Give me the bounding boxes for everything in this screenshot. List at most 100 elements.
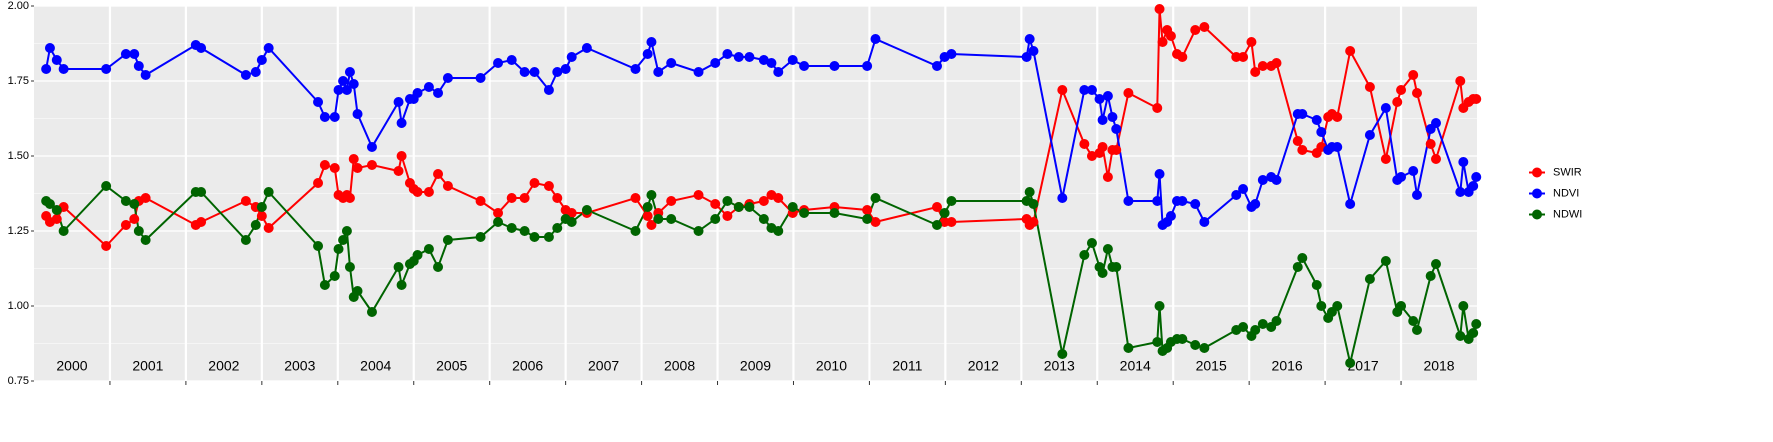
y-tick-label: 1.50 [8,150,29,162]
point [552,223,563,233]
point [693,190,704,200]
point [240,70,251,80]
point [1396,172,1407,182]
point [129,49,140,59]
point [1094,94,1105,104]
point [529,178,540,188]
point [1297,109,1308,119]
point [1380,103,1391,113]
point [862,214,873,224]
point [1430,118,1441,128]
point [1190,340,1201,350]
point [475,232,486,242]
point [1425,139,1436,149]
point [1311,280,1322,290]
x-tick-label: 2008 [664,358,695,374]
point [1412,88,1423,98]
point [341,85,352,95]
point [240,235,251,245]
point [1057,349,1068,359]
point [1468,181,1479,191]
point [140,193,151,203]
point [348,154,359,164]
point [352,109,363,119]
point [329,163,340,173]
point [1412,325,1423,335]
point [1238,184,1249,194]
legend-label: NDVI [1553,187,1579,199]
point [475,196,486,206]
point [642,202,653,212]
point [1238,52,1249,62]
point [1257,175,1268,185]
point [646,220,657,230]
point [543,85,554,95]
point [787,202,798,212]
x-tick-label: 2002 [208,358,239,374]
point [1097,115,1108,125]
point [552,193,563,203]
point [133,61,144,71]
point [1392,97,1403,107]
point [939,208,950,218]
point [1364,274,1375,284]
point [1332,301,1343,311]
point [1199,22,1210,32]
point [543,181,554,191]
point [493,208,504,218]
point [862,205,873,215]
point [932,202,943,212]
point [646,190,657,200]
point [442,73,453,83]
point [642,49,653,59]
point [133,226,144,236]
point [101,64,112,74]
point [1165,31,1176,41]
x-tick-label: 2010 [816,358,847,374]
point [1430,259,1441,269]
point [1086,238,1097,248]
point [519,67,530,77]
point [1364,82,1375,92]
point [196,187,207,197]
point [1380,256,1391,266]
point [1250,325,1261,335]
point [758,55,769,65]
point [666,58,677,68]
point [338,76,349,86]
point [1111,262,1122,272]
point [44,199,55,209]
point [1165,211,1176,221]
point [1157,37,1168,47]
point [423,82,434,92]
point [1345,46,1356,56]
point [475,73,486,83]
point [344,67,355,77]
point [1102,91,1113,101]
point [329,112,340,122]
point [51,214,62,224]
point [51,205,62,215]
point [1190,199,1201,209]
x-tick-label: 2007 [588,358,619,374]
legend-label: SWIR [1553,166,1582,178]
point [1316,127,1327,137]
point [1107,112,1118,122]
y-tick-label: 1.00 [8,300,29,312]
point [733,52,744,62]
point [493,58,504,68]
point [120,220,131,230]
point [352,163,363,173]
point [693,67,704,77]
point [313,97,324,107]
point [932,220,943,230]
point [787,55,798,65]
point [1297,145,1308,155]
point [1455,76,1466,86]
point [666,214,677,224]
point [744,202,755,212]
point [1271,175,1282,185]
point [396,118,407,128]
point [120,196,131,206]
